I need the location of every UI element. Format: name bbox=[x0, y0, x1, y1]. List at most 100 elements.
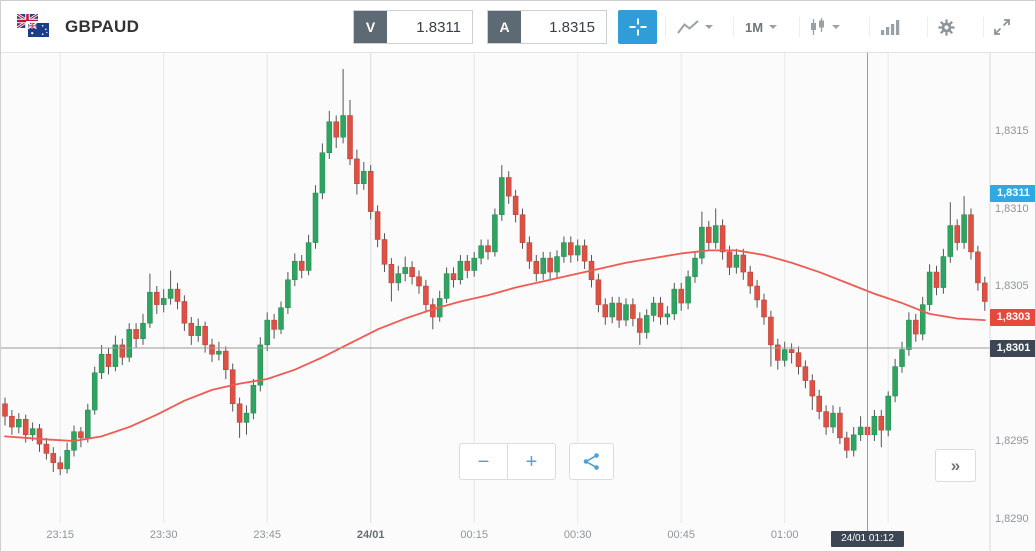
candle-down bbox=[119, 344, 126, 358]
zoom-in-button[interactable]: + bbox=[507, 443, 556, 480]
candle-up bbox=[361, 171, 367, 184]
candle-up bbox=[340, 115, 346, 138]
x-axis-label: 01:00 bbox=[770, 529, 799, 541]
candlestick-icon bbox=[809, 18, 826, 36]
candle-up bbox=[285, 279, 291, 308]
last-price-badge: 1,8303 bbox=[990, 308, 1035, 326]
chart-header: GBPAUD V 1.8311 A 1.8315 bbox=[1, 1, 1035, 53]
sell-quote-button[interactable]: V 1.8311 bbox=[353, 10, 473, 44]
settings-button[interactable] bbox=[937, 14, 956, 40]
candle-down bbox=[616, 302, 622, 321]
candle-down bbox=[333, 121, 339, 138]
zoom-out-button[interactable]: − bbox=[459, 443, 508, 480]
candle-down bbox=[982, 282, 988, 302]
candle-up bbox=[29, 428, 36, 436]
candle-up bbox=[64, 450, 70, 470]
candle-down bbox=[36, 428, 43, 445]
instrument-symbol: GBPAUD bbox=[65, 17, 140, 36]
candle-up bbox=[195, 326, 201, 336]
candle-up bbox=[830, 412, 836, 428]
y-axis-label: 1,8310 bbox=[995, 202, 1029, 215]
candle-down bbox=[505, 177, 512, 197]
candle-up bbox=[692, 257, 698, 277]
candle-up bbox=[554, 256, 560, 273]
candle-down bbox=[9, 415, 15, 428]
candle-up bbox=[126, 329, 132, 358]
candle-up bbox=[250, 384, 257, 414]
candle-up bbox=[305, 242, 312, 271]
chevron-down-icon bbox=[705, 25, 713, 29]
candle-up bbox=[850, 434, 857, 451]
candle-down bbox=[726, 251, 733, 268]
candle-up bbox=[623, 304, 629, 321]
x-axis-label: 24/01 bbox=[356, 529, 385, 541]
candle-up bbox=[85, 409, 91, 439]
candle-down bbox=[823, 411, 829, 428]
collapse-panel-button[interactable]: » bbox=[935, 449, 976, 482]
sell-price: 1.8311 bbox=[416, 18, 461, 36]
candle-down bbox=[526, 242, 533, 262]
crosshair-tool-button[interactable] bbox=[618, 10, 657, 44]
candle-down bbox=[719, 225, 726, 253]
chart-type-dropdown[interactable] bbox=[677, 14, 713, 40]
candle-down bbox=[50, 453, 57, 463]
candle-down bbox=[913, 319, 919, 335]
candle-down bbox=[678, 288, 684, 304]
candle-down bbox=[975, 251, 981, 284]
candle-down bbox=[354, 158, 360, 184]
candle-down bbox=[637, 318, 643, 333]
buy-price: 1.8315 bbox=[549, 18, 595, 36]
candle-down bbox=[188, 322, 195, 336]
share-icon bbox=[582, 452, 601, 471]
candle-style-dropdown[interactable] bbox=[809, 14, 840, 40]
candle-down bbox=[154, 291, 160, 305]
candle-down bbox=[547, 257, 553, 273]
timeframe-dropdown[interactable]: 1M bbox=[745, 14, 778, 40]
candle-up bbox=[857, 426, 864, 436]
candle-up bbox=[781, 349, 788, 361]
gbp-flag-icon bbox=[16, 12, 39, 30]
buy-quote-button[interactable]: A 1.8315 bbox=[487, 10, 607, 44]
candle-down bbox=[816, 395, 822, 412]
candle-up bbox=[91, 372, 98, 411]
candle-up bbox=[940, 256, 947, 288]
candle-up bbox=[699, 226, 705, 259]
candle-down bbox=[416, 276, 422, 287]
crosshair-time-tooltip: 24/01 01:12 bbox=[831, 531, 904, 547]
divider bbox=[983, 17, 984, 37]
candle-down bbox=[22, 419, 29, 436]
candle-down bbox=[209, 344, 215, 355]
candle-down bbox=[761, 299, 767, 318]
candle-down bbox=[809, 380, 816, 397]
timeframe-value: 1M bbox=[745, 19, 764, 35]
aud-flag-icon bbox=[26, 21, 51, 39]
candle-up bbox=[243, 412, 250, 423]
candle-down bbox=[568, 242, 574, 256]
candle-down bbox=[347, 115, 353, 160]
y-axis-label: 1,8315 bbox=[995, 125, 1029, 137]
candle-down bbox=[878, 415, 885, 431]
candle-up bbox=[499, 177, 505, 215]
candle-up bbox=[16, 419, 22, 428]
indicators-button[interactable] bbox=[881, 14, 900, 40]
candle-down bbox=[747, 271, 753, 287]
candle-up bbox=[160, 298, 167, 305]
candlestick-chart[interactable] bbox=[1, 53, 1036, 552]
candle-up bbox=[609, 302, 615, 318]
candle-down bbox=[933, 271, 940, 288]
candle-up bbox=[402, 267, 408, 274]
crosshair-price-badge: 1,8301 bbox=[990, 339, 1035, 357]
buy-label: A bbox=[488, 11, 521, 43]
divider bbox=[733, 17, 734, 37]
y-axis-label: 1,8305 bbox=[995, 280, 1029, 292]
moving-average-line bbox=[4, 249, 986, 442]
candle-up bbox=[98, 353, 105, 374]
candle-up bbox=[478, 245, 484, 259]
candle-down bbox=[236, 403, 243, 423]
candle-up bbox=[443, 273, 450, 299]
share-button[interactable] bbox=[569, 443, 614, 480]
candle-down bbox=[788, 349, 795, 353]
candle-down bbox=[388, 264, 395, 284]
expand-button[interactable] bbox=[993, 14, 1011, 40]
y-axis-label: 1,8290 bbox=[995, 512, 1029, 525]
